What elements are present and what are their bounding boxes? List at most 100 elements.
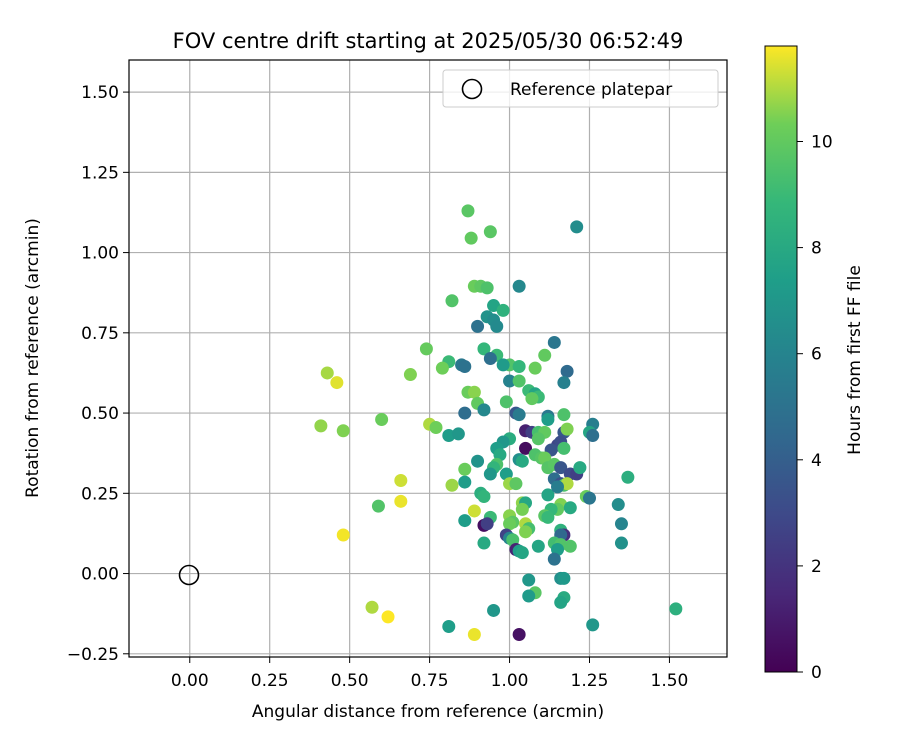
data-point — [560, 422, 574, 436]
data-point — [451, 427, 465, 441]
data-point — [419, 342, 433, 356]
legend-reference-icon — [461, 78, 483, 100]
data-point — [541, 510, 555, 524]
data-point — [442, 429, 456, 443]
x-tick-label: 1.50 — [651, 671, 689, 691]
data-point — [528, 361, 542, 375]
data-point — [330, 376, 344, 390]
data-point — [403, 368, 417, 382]
legend: Reference platepar — [442, 69, 719, 108]
data-point — [512, 408, 526, 422]
data-point — [563, 539, 577, 553]
data-point — [429, 421, 443, 435]
data-point — [483, 352, 497, 365]
data-point — [503, 517, 517, 531]
plot-frame — [128, 59, 728, 658]
x-axis-label: Angular distance from reference (arcmin) — [252, 702, 604, 722]
data-point — [499, 395, 513, 409]
colorbar-tick-label: 0 — [811, 663, 822, 683]
data-point — [551, 480, 565, 494]
data-point — [458, 462, 472, 476]
data-point — [336, 528, 350, 542]
data-point — [621, 470, 635, 484]
data-point — [458, 406, 472, 420]
data-point — [458, 360, 472, 374]
data-point — [458, 475, 472, 489]
colorbar-tick-label: 10 — [811, 132, 833, 152]
data-point — [496, 358, 510, 372]
data-point — [531, 432, 545, 446]
data-point — [515, 502, 529, 516]
data-point — [541, 412, 555, 426]
data-point — [531, 539, 545, 553]
data-point — [381, 610, 395, 624]
y-tick-label: 1.00 — [81, 244, 119, 264]
data-point — [375, 412, 389, 426]
data-point — [461, 204, 475, 218]
data-point — [509, 477, 523, 491]
data-point — [573, 461, 587, 475]
data-point — [554, 461, 568, 475]
data-point — [512, 360, 526, 374]
data-point — [445, 294, 459, 308]
data-point — [314, 419, 328, 433]
colorbar-ticks: 0 2 4 6 8 10 — [797, 132, 833, 683]
data-point — [554, 595, 568, 609]
x-tick-label: 0.50 — [331, 671, 369, 691]
data-point — [512, 374, 526, 388]
data-point — [557, 571, 571, 585]
y-tick-label: 0.50 — [81, 404, 119, 424]
data-point — [394, 494, 408, 508]
colorbar-tick-label: 8 — [811, 239, 822, 259]
x-tick-label: 1.00 — [491, 671, 529, 691]
data-point — [477, 490, 491, 504]
y-tick-label: −0.25 — [67, 645, 119, 665]
data-point — [445, 478, 459, 492]
data-point — [582, 491, 596, 505]
y-tick-label: 1.50 — [81, 83, 119, 103]
data-point — [480, 281, 494, 295]
data-point — [614, 517, 628, 531]
data-point — [525, 392, 539, 406]
data-point — [467, 628, 481, 642]
colorbar-bar — [764, 45, 798, 673]
data-point — [371, 499, 385, 513]
data-point — [557, 441, 571, 455]
x-tick-label: 1.25 — [571, 671, 609, 691]
data-point — [563, 501, 577, 515]
data-point — [467, 504, 481, 518]
data-point — [519, 525, 533, 539]
x-tick-label: 0.00 — [171, 671, 209, 691]
data-point — [487, 603, 501, 617]
y-tick-label: 0.00 — [81, 565, 119, 585]
data-point — [560, 364, 574, 378]
data-point — [515, 454, 529, 468]
data-point — [471, 454, 485, 468]
data-point — [586, 618, 600, 632]
x-axis-ticks: 0.00 0.25 0.50 0.75 1.00 1.25 1.50 — [171, 657, 689, 691]
data-point — [557, 376, 571, 390]
data-point — [477, 342, 491, 356]
data-point — [483, 225, 497, 239]
data-point — [614, 536, 628, 550]
data-point — [483, 467, 497, 481]
data-point — [547, 552, 561, 566]
y-tick-label: 1.25 — [81, 163, 119, 183]
data-point — [365, 600, 379, 614]
data-point — [496, 303, 510, 317]
data-point — [458, 514, 472, 528]
grid-lines — [129, 60, 727, 657]
y-axis-ticks: −0.25 0.00 0.25 0.50 0.75 1.00 1.25 1.50 — [67, 83, 129, 665]
data-point — [541, 488, 555, 502]
colorbar-tick-label: 4 — [811, 451, 822, 471]
legend-box — [442, 69, 719, 108]
data-point — [522, 573, 536, 587]
x-tick-label: 0.25 — [251, 671, 289, 691]
data-point — [512, 628, 526, 642]
data-point — [467, 385, 481, 399]
colorbar-tick-label: 2 — [811, 557, 822, 577]
data-point — [480, 517, 494, 531]
data-point — [464, 231, 478, 245]
data-point — [515, 546, 529, 560]
